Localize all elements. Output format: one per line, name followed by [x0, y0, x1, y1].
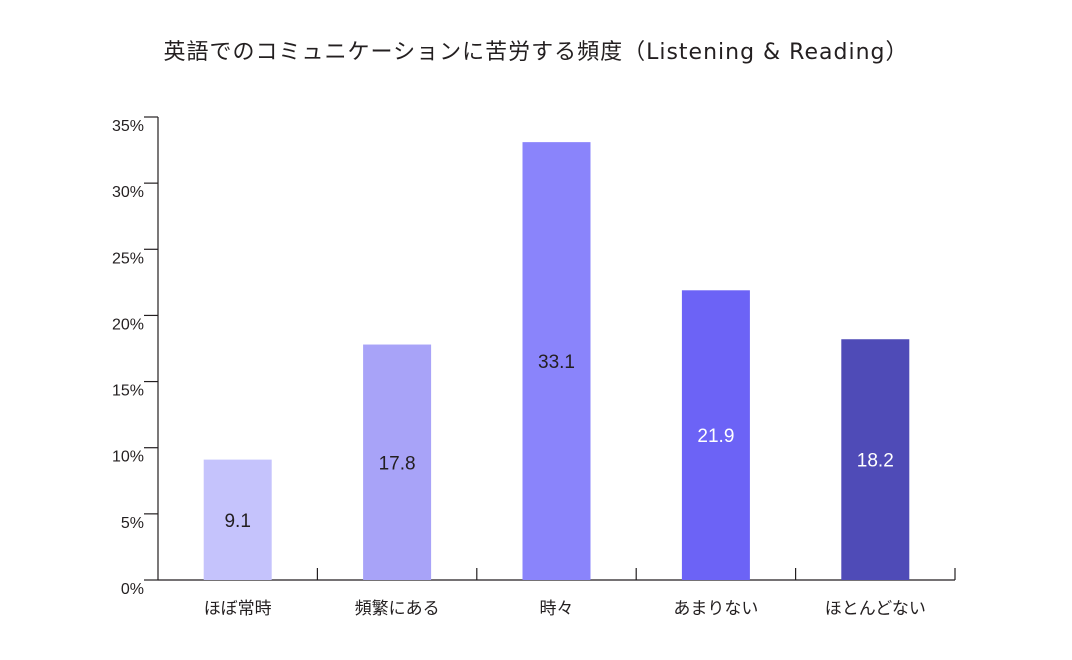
bar	[841, 339, 910, 580]
y-tick-label: 30%	[112, 184, 144, 201]
data-label: 21.9	[697, 426, 734, 447]
data-label: 17.8	[379, 453, 416, 474]
bar	[363, 344, 432, 580]
labels: 9.1 ほぼ常時 17.8 頻繁にある 33.1 時々 21.9 あまりない 18.2 ほとんどな…	[204, 352, 926, 619]
y-tick-label: 5%	[121, 515, 144, 532]
category-label: 頻繁にある	[355, 599, 440, 619]
bars	[203, 142, 910, 581]
y-tick-label: 0%	[121, 581, 144, 598]
data-label: 9.1	[224, 511, 250, 532]
chart-title: 英語でのコミュニケーションに苦労する頻度（Listening & Reading…	[163, 40, 909, 65]
bar	[522, 142, 591, 581]
category-label: ほとんどない	[825, 599, 926, 619]
data-label: 18.2	[857, 451, 894, 472]
y-tick-label: 25%	[112, 250, 144, 267]
y-tick-label: 35%	[112, 118, 144, 135]
data-label: 33.1	[538, 352, 575, 373]
y-tick-label: 20%	[112, 316, 144, 333]
bar	[203, 459, 272, 580]
y-tick-label: 15%	[112, 383, 144, 400]
bar	[681, 290, 750, 580]
category-label: あまりない	[673, 599, 758, 619]
y-tick-label: 10%	[112, 449, 144, 466]
category-label: ほぼ常時	[204, 599, 272, 619]
category-label: 時々	[540, 599, 574, 619]
